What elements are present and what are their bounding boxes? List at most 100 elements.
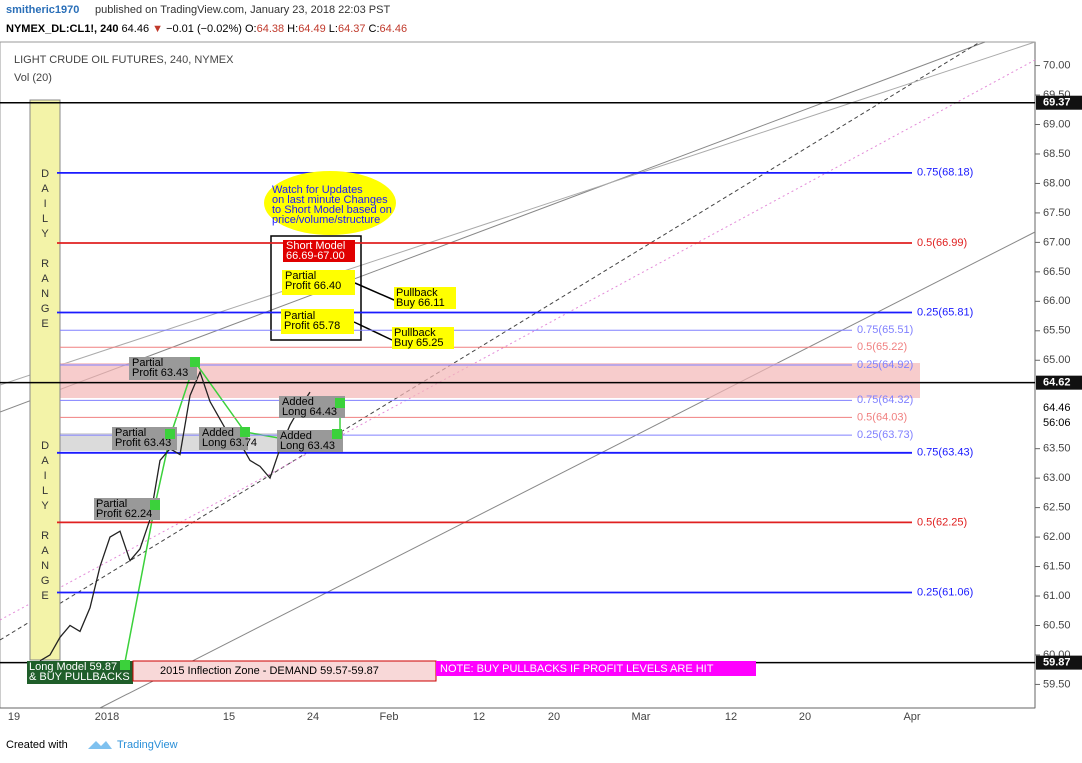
annotation-box [112, 427, 177, 450]
y-tick-label: 60.50 [1043, 619, 1071, 631]
x-tick-label: 15 [223, 711, 235, 723]
annotation-text: Short Model [286, 240, 345, 252]
annotation-text: Profit 66.40 [285, 280, 341, 292]
check-mark [150, 500, 160, 510]
annotation-box [436, 661, 756, 676]
level-label: 0.5(62.25) [917, 516, 967, 528]
y-tick-label: 68.50 [1043, 148, 1071, 160]
x-tick-label: 19 [8, 711, 20, 723]
price-badge-label: 69.37 [1043, 97, 1071, 109]
annotation-text: Partial [115, 427, 146, 439]
channel-line [0, 41, 986, 413]
annotation-text: Partial [285, 270, 316, 282]
x-tick-label: 12 [725, 711, 737, 723]
level-label: 0.75(68.18) [917, 167, 973, 179]
y-tick-label: 67.50 [1043, 207, 1071, 219]
annotation-box [277, 430, 343, 452]
quote-part: NYMEX_DL:CL1!, 240 [6, 23, 118, 35]
annotation-text: Profit 63.43 [132, 367, 188, 379]
quote-part: 64.46 [380, 23, 408, 35]
annotation-box [279, 396, 345, 418]
annotation-bubble [264, 171, 396, 235]
y-tick-label: 70.00 [1043, 59, 1071, 71]
annotation-text: Pullback [396, 287, 438, 299]
y-tick-label: 65.00 [1043, 354, 1071, 366]
quote-part: O: [245, 23, 257, 35]
annotation-text: Partial [284, 310, 315, 322]
quote-part: 64.37 [338, 23, 366, 35]
y-tick-label: 65.50 [1043, 325, 1071, 337]
price-badge [1036, 95, 1082, 110]
quote-part: ▼ [152, 23, 163, 35]
annotation-text: Pullback [394, 327, 436, 339]
annotation-text: Buy 66.11 [396, 297, 445, 309]
quote-part: H: [284, 23, 298, 35]
annotation-text: on last minute Changes [272, 194, 388, 206]
channel-line [99, 231, 1036, 709]
annotation-text: Profit 62.24 [96, 508, 152, 520]
annotation-box [94, 498, 160, 520]
brand-logo [88, 741, 112, 749]
level-label: 0.25(64.92) [857, 359, 913, 371]
annotation-text: to Short Model based on [272, 204, 392, 216]
y-tick-label: 63.50 [1043, 443, 1071, 455]
annotation-text: Added [280, 430, 312, 442]
annotation-box [392, 327, 454, 349]
annotation-text: Buy 65.25 [394, 337, 444, 349]
level-label: 0.5(66.99) [917, 237, 967, 249]
footer-brand: TradingView [117, 739, 178, 751]
annotation-text: Partial [132, 357, 163, 369]
quote-part: 64.46 [118, 23, 152, 35]
quote-part: L: [326, 23, 338, 35]
annotation-box [283, 240, 355, 262]
x-tick-label: Feb [380, 711, 399, 723]
y-tick-label: 68.00 [1043, 177, 1071, 189]
daily-range-label: DAILY RANGE [39, 168, 51, 333]
level-label: 0.5(65.22) [857, 341, 907, 353]
annotation-text: Added [202, 427, 234, 439]
model-box [270, 235, 362, 341]
quote-part: −0.01 (−0.02%) [163, 23, 245, 35]
annotation-text: Long 63.43 [280, 440, 335, 452]
channel-midline [0, 41, 981, 641]
level-label: 0.25(65.81) [917, 306, 973, 318]
y-tick-label: 61.00 [1043, 590, 1071, 602]
x-tick-label: 20 [799, 711, 811, 723]
annotation-text: NOTE: BUY PULLBACKS IF PROFIT LEVELS ARE… [440, 663, 714, 675]
price-line [39, 370, 311, 662]
annotation-text: Long 63.74 [202, 437, 257, 449]
published: published on TradingView.com, January 23… [95, 4, 390, 16]
level-label: 0.75(64.32) [857, 394, 913, 406]
annotation-text: Long 64.43 [282, 406, 337, 418]
annotation-text: 66.69-67.00 [286, 250, 345, 262]
x-tick-label: 20 [548, 711, 560, 723]
annotation-box [129, 357, 197, 380]
annotation-box [199, 427, 248, 450]
x-tick-label: Apr [903, 711, 920, 723]
x-tick-label: 24 [307, 711, 319, 723]
subtitle: Vol (20) [14, 72, 52, 84]
annotation-text: price/volume/structure [272, 214, 380, 226]
price-badge-label: 59.87 [1043, 657, 1071, 669]
x-tick-label: Mar [632, 711, 651, 723]
annotation-text: Watch for Updates [272, 184, 363, 196]
y-tick-label: 67.00 [1043, 236, 1071, 248]
channel-line [0, 41, 1036, 386]
quote-part: C: [365, 23, 379, 35]
level-label: 0.75(63.43) [917, 447, 973, 459]
check-mark [332, 429, 342, 439]
y-tick-label: 66.00 [1043, 295, 1071, 307]
annotation-box [27, 661, 133, 684]
annotation-text: & BUY PULLBACKS [29, 671, 130, 683]
annotation-text: Profit 65.78 [284, 320, 340, 332]
check-mark [190, 357, 200, 367]
check-mark [240, 427, 250, 437]
annotation-box [282, 270, 355, 295]
y-tick-label: 62.00 [1043, 531, 1071, 543]
x-tick-label: 2018 [95, 711, 119, 723]
price-badge [1036, 655, 1082, 670]
level-label: 0.5(64.03) [857, 411, 907, 423]
daily-range-bar [29, 99, 61, 661]
y-tick-label: 61.50 [1043, 560, 1071, 572]
